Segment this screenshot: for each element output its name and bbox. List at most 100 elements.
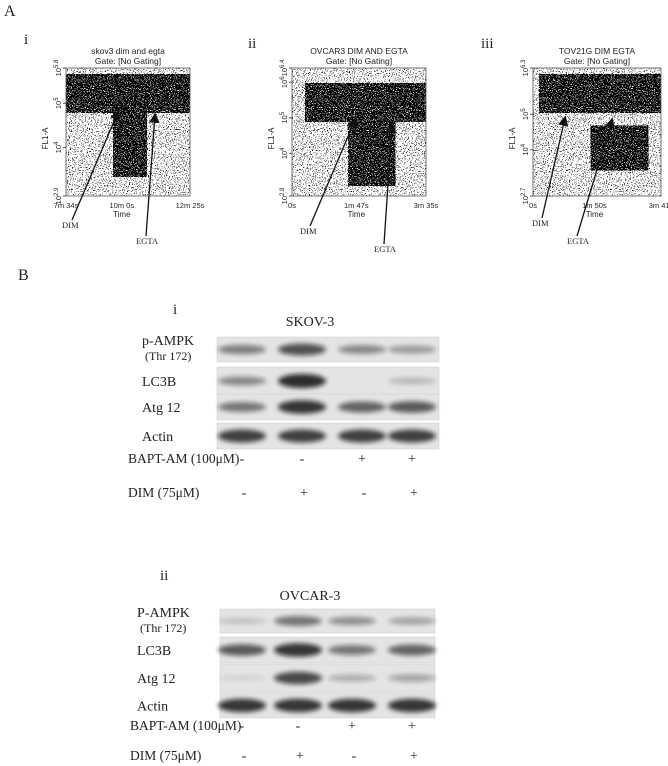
y-tick-label: 102.9 <box>54 187 63 204</box>
tick-base: 10 <box>521 147 530 155</box>
plot-numeral: iii <box>481 36 494 52</box>
blot-band <box>328 698 376 713</box>
y-tick-label: 102.8 <box>280 187 289 204</box>
western-blot: ii OVCAR-3 P-AMPK LC3B Atg 12 Actin (Thr 172) B… <box>130 568 436 764</box>
blot-band <box>388 644 436 656</box>
treatment-sign: - <box>300 452 305 467</box>
blot-band <box>274 616 322 626</box>
panel-label: B <box>18 267 29 284</box>
treatment-label: DIM (75μM) <box>130 748 201 763</box>
x-tick-label: 7m 34s <box>54 201 79 210</box>
x-tick-label: 1m 50s <box>582 201 607 210</box>
plot-gate: Gate: [No Gating] <box>95 56 161 66</box>
x-tick-label: 0s <box>288 201 296 210</box>
row-label: LC3B <box>142 375 176 390</box>
blot-title: OVCAR-3 <box>280 589 341 604</box>
y-tick-label: 106.3 <box>521 59 530 76</box>
treatment-sign: - <box>242 486 247 501</box>
blot-band <box>388 345 436 354</box>
x-tick-label: 12m 25s <box>176 201 205 210</box>
y-tick-label: 104 <box>54 141 63 153</box>
row-label: LC3B <box>137 644 171 659</box>
blot-band <box>388 617 436 625</box>
treatment-sign: + <box>296 749 304 764</box>
tick-base: 10 <box>54 68 63 76</box>
blot-band <box>218 376 266 386</box>
treatment-sign: + <box>408 719 416 734</box>
tick-exponent: 4 <box>280 147 286 151</box>
blot-band <box>328 616 376 626</box>
row-label: Actin <box>137 700 168 715</box>
tick-base: 10 <box>54 145 63 153</box>
treatment-sign: + <box>358 452 366 467</box>
tick-base: 10 <box>280 115 289 123</box>
plot-title: TOV21G DIM EGTA <box>559 46 636 56</box>
scatter-density <box>66 68 190 196</box>
blot-band <box>218 618 266 624</box>
treatment-sign: - <box>242 749 247 764</box>
arrow-label: DIM <box>300 226 317 236</box>
x-axis-label: Time <box>586 210 604 219</box>
blot-band <box>278 374 326 388</box>
blot-band <box>338 401 386 413</box>
blot-numeral: ii <box>160 568 168 584</box>
tick-exponent: 5 <box>54 97 60 101</box>
tick-base: 10 <box>280 151 289 159</box>
plot-numeral: i <box>24 32 28 48</box>
y-tick-label: 104 <box>280 147 289 159</box>
treatment-label: BAPT-AM (100μM) <box>130 718 241 733</box>
western-blot: i SKOV-3 p-AMPK LC3B Atg 12 Actin (Thr 172) BAP… <box>128 302 440 501</box>
blot-band <box>278 400 326 414</box>
treatment-sign: + <box>410 749 418 764</box>
tick-base: 10 <box>521 112 530 120</box>
arrow <box>71 109 120 221</box>
x-tick-label: 3m 35s <box>414 201 439 210</box>
tick-base: 10 <box>280 196 289 204</box>
tick-exponent: 2.9 <box>54 187 60 196</box>
tick-exponent: 5 <box>280 111 286 115</box>
treatment-sign: - <box>240 452 245 467</box>
tick-exponent: 6 <box>280 76 286 80</box>
tick-exponent: 5 <box>521 108 527 112</box>
tick-base: 10 <box>280 80 289 88</box>
y-axis-label: FL1-A <box>508 127 517 149</box>
scatter-dense <box>113 106 147 177</box>
y-tick-label: 105.8 <box>54 59 63 76</box>
treatment-sign: + <box>300 486 308 501</box>
blot-title: SKOV-3 <box>286 315 335 330</box>
treatment-sign: + <box>410 486 418 501</box>
blot-band <box>218 675 266 681</box>
blot-band <box>388 377 436 385</box>
scatter-dense <box>590 125 649 171</box>
blot-band <box>328 674 376 682</box>
arrow <box>383 122 397 245</box>
plot-title: OVCAR3 DIM AND EGTA <box>310 46 408 56</box>
y-tick-label: 106 <box>280 76 289 88</box>
row-note: (Thr 172) <box>140 621 186 635</box>
blot-numeral: i <box>173 302 177 318</box>
row-label: P-AMPK <box>137 606 190 621</box>
tick-exponent: 4 <box>521 143 527 147</box>
plot-frame <box>291 67 427 197</box>
blot-band <box>274 671 322 685</box>
scatter-density <box>533 68 661 196</box>
plot-frame <box>532 67 662 197</box>
blot-band <box>338 429 386 443</box>
tick-exponent: 5.8 <box>54 59 60 68</box>
blot-band <box>278 343 326 356</box>
row-label: p-AMPK <box>142 334 194 349</box>
tick-base: 10 <box>521 196 530 204</box>
panel-label: A <box>4 3 16 20</box>
arrow <box>145 112 160 237</box>
y-tick-label: 105 <box>280 111 289 123</box>
blot-band <box>218 344 266 355</box>
scatter-dense <box>305 83 426 122</box>
arrow <box>309 117 357 227</box>
blot-band <box>218 402 266 412</box>
treatment-label: BAPT-AM (100μM) <box>128 451 239 466</box>
treatment-label: DIM (75μM) <box>128 485 199 500</box>
treatment-sign: - <box>296 719 301 734</box>
